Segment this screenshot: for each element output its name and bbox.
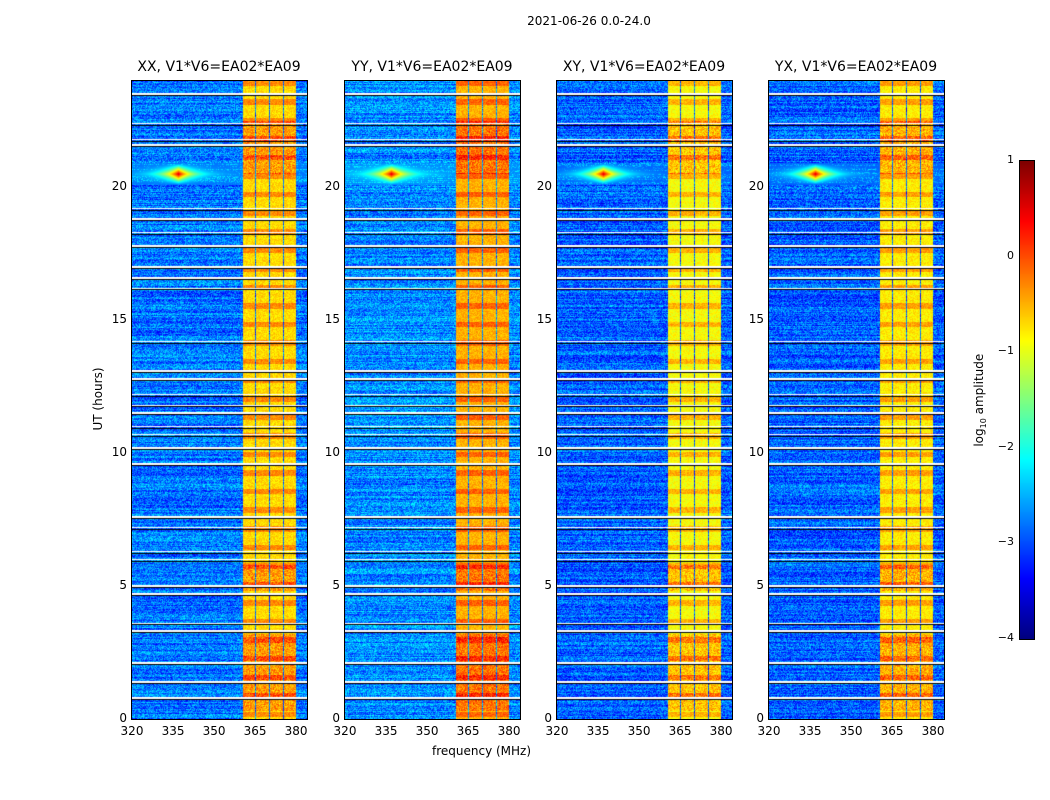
- y-tick-label: 5: [332, 578, 340, 593]
- y-tick-label: 15: [324, 312, 340, 327]
- spectrogram-heatmap: [345, 81, 520, 719]
- y-axis-label: UT (hours): [91, 367, 105, 431]
- spectrogram-panel: [768, 80, 945, 720]
- x-tick-label: 380: [284, 724, 308, 738]
- spectrogram-panel: [131, 80, 308, 720]
- y-tick-label: 0: [119, 711, 127, 725]
- x-tick-label: 320: [545, 724, 569, 738]
- y-tick-label: 10: [111, 445, 127, 460]
- x-tick-label: 320: [333, 724, 357, 738]
- x-tick-label: 365: [243, 724, 267, 738]
- y-tick-label: 15: [111, 312, 127, 327]
- x-axis-label: frequency (MHz): [432, 744, 532, 758]
- panel-title: XX, V1*V6=EA02*EA09: [137, 59, 301, 75]
- y-tick-label: 5: [119, 578, 127, 593]
- y-tick-label: 5: [544, 578, 552, 593]
- y-tick-label: 0: [544, 711, 552, 725]
- x-tick-label: 380: [497, 724, 521, 738]
- x-tick-label: 335: [374, 724, 398, 738]
- spectrogram-heatmap: [132, 81, 307, 719]
- colorbar-tick-label: −4: [997, 631, 1014, 644]
- x-tick-label: 350: [839, 724, 863, 738]
- x-tick-label: 350: [202, 724, 226, 738]
- y-tick-label: 0: [332, 711, 340, 725]
- colorbar-tick-label: −2: [997, 439, 1014, 453]
- figure-title: 2021-06-26 0.0-24.0: [527, 14, 651, 28]
- y-tick-label: 0: [756, 711, 764, 725]
- spectrogram-heatmap: [557, 81, 732, 719]
- y-tick-label: 10: [324, 445, 340, 460]
- y-tick-label: 15: [536, 312, 552, 327]
- x-tick-label: 320: [757, 724, 781, 738]
- x-tick-label: 350: [415, 724, 439, 738]
- colorbar: [1019, 160, 1035, 640]
- colorbar-label: log10 amplitude: [971, 353, 989, 447]
- y-tick-label: 20: [748, 179, 764, 194]
- colorbar-tick-label: −3: [997, 535, 1014, 549]
- y-tick-label: 20: [324, 179, 340, 194]
- colorbar-tick-label: −1: [997, 344, 1014, 358]
- x-tick-label: 335: [798, 724, 822, 738]
- y-tick-label: 20: [111, 179, 127, 194]
- panel-title: YY, V1*V6=EA02*EA09: [351, 59, 513, 75]
- y-tick-label: 10: [748, 445, 764, 460]
- x-tick-label: 380: [921, 724, 945, 738]
- panel-title: YX, V1*V6=EA02*EA09: [774, 59, 938, 75]
- y-tick-label: 15: [748, 312, 764, 327]
- spectrogram-panel: [344, 80, 521, 720]
- y-tick-label: 20: [536, 179, 552, 194]
- x-tick-label: 365: [880, 724, 904, 738]
- y-tick-label: 5: [756, 578, 764, 593]
- y-tick-label: 10: [536, 445, 552, 460]
- x-tick-label: 365: [668, 724, 692, 738]
- spectrogram-heatmap: [769, 81, 944, 719]
- x-tick-label: 320: [120, 724, 144, 738]
- panel-title: XY, V1*V6=EA02*EA09: [562, 59, 726, 75]
- x-tick-label: 365: [456, 724, 480, 738]
- spectrogram-panel: [556, 80, 733, 720]
- x-tick-label: 380: [709, 724, 733, 738]
- x-tick-label: 350: [627, 724, 651, 738]
- x-tick-label: 335: [161, 724, 185, 738]
- x-tick-label: 335: [586, 724, 610, 738]
- colorbar-tick-label: 1: [1007, 153, 1014, 166]
- colorbar-tick-label: 0: [1007, 248, 1014, 262]
